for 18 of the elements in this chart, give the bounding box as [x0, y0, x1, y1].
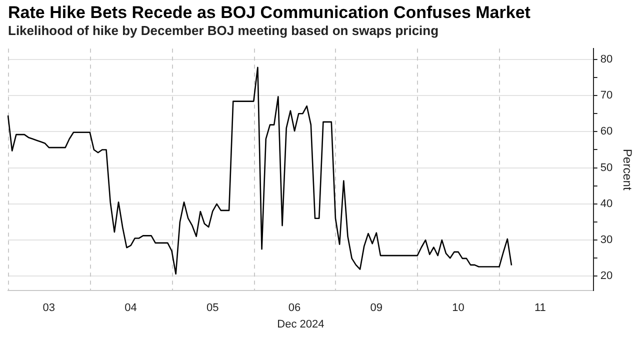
- x-tick-label: 11: [534, 302, 546, 314]
- y-axis-title: Percent: [620, 148, 634, 191]
- x-tick-label: 06: [288, 302, 301, 314]
- chart-title: Rate Hike Bets Recede as BOJ Communication Confuses Market: [8, 3, 532, 23]
- y-tick-label: 70: [600, 90, 613, 102]
- y-tick-label: 20: [600, 270, 613, 282]
- y-tick-label: 40: [600, 198, 613, 210]
- chart-subtitle: Likelihood of hike by December BOJ meeting based on swaps pricing: [8, 23, 440, 39]
- y-tick-label: 50: [600, 162, 613, 174]
- x-tick-label: 04: [124, 302, 137, 314]
- x-tick-label: 10: [452, 302, 464, 314]
- x-tick-label: 05: [206, 302, 219, 314]
- y-tick-label: 30: [600, 234, 613, 246]
- x-axis-title: Dec 2024: [277, 318, 324, 330]
- x-tick-label: 09: [370, 302, 383, 314]
- y-tick-label: 80: [600, 53, 613, 66]
- y-tick-label: 60: [600, 126, 613, 138]
- x-tick-label: 03: [42, 302, 56, 314]
